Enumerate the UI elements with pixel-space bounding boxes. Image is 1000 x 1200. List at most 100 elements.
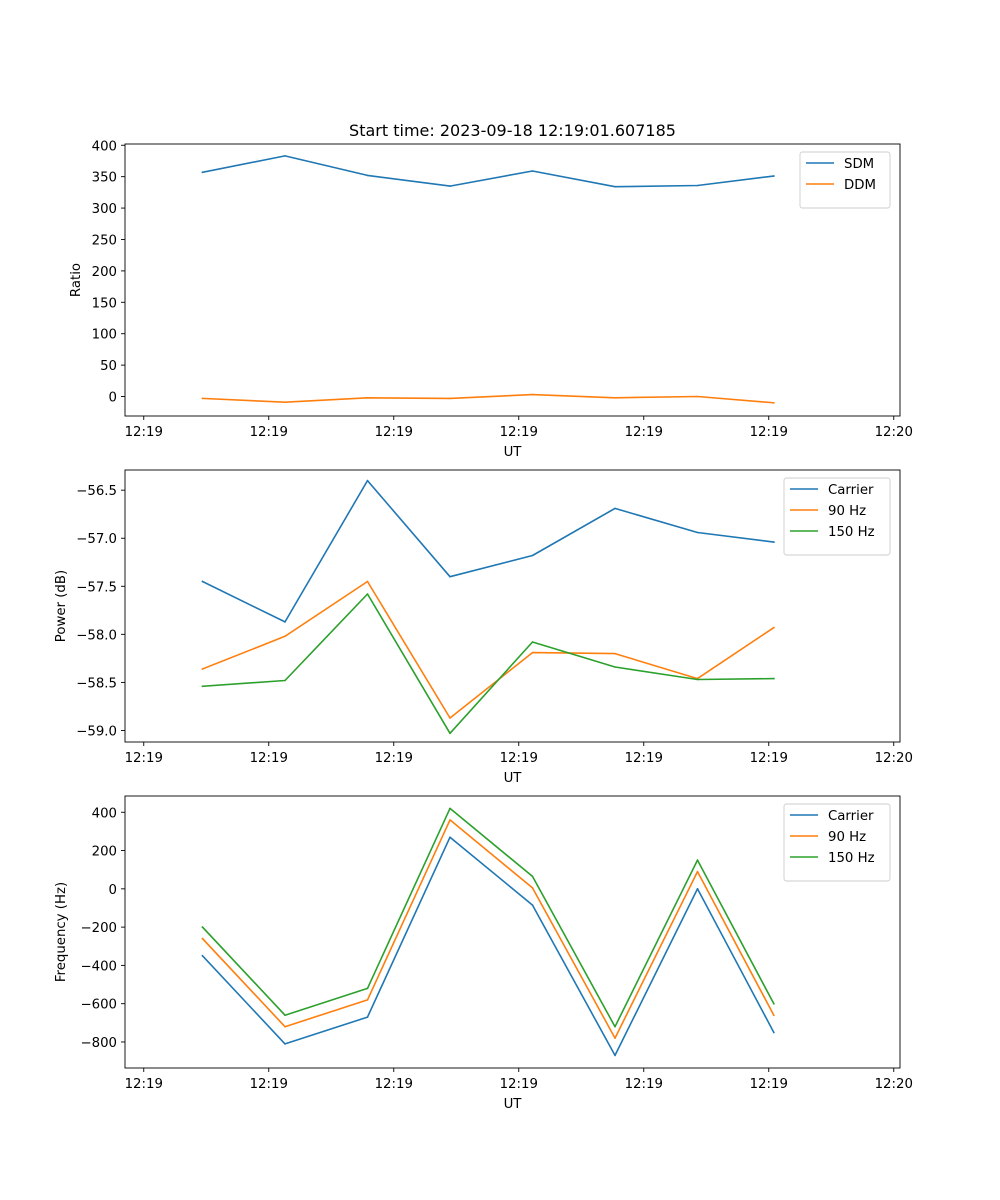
series-line-ddm [201, 393, 775, 404]
x-tick-label: 12:19 [125, 1077, 163, 1092]
x-axis-label: UT [504, 771, 523, 786]
data-point-150-hz [696, 678, 699, 681]
y-tick-label: 400 [92, 139, 117, 154]
data-point-sdm [614, 185, 616, 188]
y-tick-label: 200 [92, 845, 117, 860]
data-point-carrier [201, 580, 204, 583]
data-point-90-hz [531, 651, 534, 654]
legend-label: 150 Hz [828, 851, 875, 866]
y-tick-label: 0 [109, 883, 117, 898]
data-point-carrier [614, 507, 616, 510]
data-point-150-hz [284, 679, 286, 682]
data-point-sdm [449, 185, 451, 187]
data-point-150-hz [284, 1014, 286, 1016]
series-line-carrier [201, 836, 775, 1057]
legend-box [783, 803, 891, 882]
data-point-carrier [449, 575, 451, 578]
legend: Carrier 90 Hz 150 Hz [783, 477, 891, 556]
x-tick-label: 12:19 [250, 425, 288, 440]
y-tick-label: −56.5 [76, 484, 117, 499]
legend-label: 150 Hz [828, 525, 875, 540]
data-point-150-hz [201, 685, 204, 688]
data-point-90-hz [284, 635, 286, 638]
series-line-sdm [201, 155, 775, 188]
data-point-carrier [531, 904, 534, 906]
data-point-ddm [449, 397, 451, 400]
data-point-carrier [366, 1016, 369, 1018]
y-tick-label: −57.5 [76, 580, 117, 595]
data-point-150-hz [773, 677, 775, 680]
data-point-carrier [773, 1031, 775, 1034]
y-tick-label: 400 [92, 806, 117, 821]
data-point-150-hz [366, 987, 369, 990]
data-point-90-hz [614, 652, 616, 655]
data-point-carrier [366, 479, 369, 482]
x-tick-label: 12:19 [500, 1077, 538, 1092]
data-point-carrier [614, 1054, 616, 1057]
data-point-90-hz [366, 999, 369, 1001]
chart-title: Start time: 2023-09-18 12:19:01.607185 [349, 121, 676, 140]
y-tick-label: −800 [80, 1036, 117, 1051]
y-tick-label: 100 [92, 328, 117, 343]
axes-frame [124, 795, 901, 1069]
panels: 12:19 12:19 12:19 12:19 12:19 12:19 12:20 0 50 10… [54, 139, 913, 1112]
y-tick-label: −58.5 [76, 676, 117, 691]
legend-label: 90 Hz [828, 830, 866, 845]
data-point-90-hz [366, 580, 369, 583]
legend-label: Carrier [828, 809, 874, 824]
y-tick-label: 150 [92, 296, 117, 311]
data-point-150-hz [531, 641, 534, 643]
data-point-sdm [773, 175, 775, 177]
x-tick-label: 12:19 [375, 751, 413, 766]
y-tick-label: 50 [100, 359, 117, 374]
data-point-90-hz [284, 1025, 286, 1028]
legend: SDM DDM [799, 151, 891, 209]
data-point-90-hz [614, 1037, 616, 1039]
x-tick-label: 12:19 [500, 425, 538, 440]
data-point-150-hz [614, 666, 616, 668]
y-tick-label: 300 [92, 202, 117, 217]
y-tick-label: −57.0 [76, 532, 117, 547]
x-axis-label: UT [504, 1097, 523, 1112]
data-point-sdm [696, 184, 699, 187]
data-point-carrier [449, 836, 451, 838]
data-point-90-hz [531, 887, 534, 889]
data-point-sdm [531, 170, 534, 172]
x-tick-label: 12:19 [125, 425, 163, 440]
data-point-sdm [366, 174, 369, 177]
data-point-carrier [696, 888, 699, 890]
series-line-carrier [201, 479, 775, 623]
x-tick-label: 12:20 [875, 1077, 913, 1092]
legend: Carrier 90 Hz 150 Hz [783, 803, 891, 882]
data-point-ddm [531, 393, 534, 396]
data-point-carrier [773, 541, 775, 543]
legend-box [799, 151, 891, 209]
y-tick-label: −400 [80, 959, 117, 974]
x-tick-label: 12:19 [750, 1077, 788, 1092]
data-point-sdm [201, 171, 204, 174]
x-tick-label: 12:19 [250, 751, 288, 766]
x-tick-label: 12:19 [750, 751, 788, 766]
x-tick-label: 12:20 [875, 425, 913, 440]
data-point-carrier [284, 1043, 286, 1045]
series-line-150-hz [201, 807, 775, 1028]
data-point-150-hz [773, 1002, 775, 1005]
legend-label: 90 Hz [828, 504, 866, 519]
data-point-ddm [284, 401, 286, 404]
data-point-ddm [201, 397, 204, 400]
y-tick-label: 0 [109, 391, 117, 406]
x-tick-label: 12:19 [625, 1077, 663, 1092]
data-point-150-hz [201, 926, 204, 928]
data-point-150-hz [449, 732, 451, 735]
x-tick-label: 12:20 [875, 751, 913, 766]
y-tick-label: −200 [80, 921, 117, 936]
data-point-carrier [696, 531, 699, 534]
data-point-90-hz [449, 717, 451, 719]
x-tick-label: 12:19 [375, 425, 413, 440]
panel-2: 12:19 12:19 12:19 12:19 12:19 12:19 12:20 −59.0… [54, 469, 913, 786]
data-point-90-hz [773, 626, 775, 629]
y-axis-label: Frequency (Hz) [54, 882, 69, 982]
data-point-90-hz [201, 668, 204, 670]
data-point-ddm [696, 395, 699, 398]
series-line-150-hz [201, 593, 775, 735]
